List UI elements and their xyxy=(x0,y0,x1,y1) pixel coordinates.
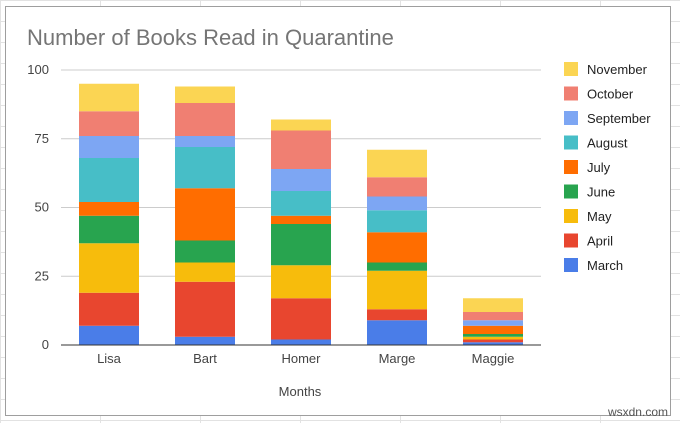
chart-container[interactable]: Number of Books Read in Quarantine 0 25 50… xyxy=(5,6,671,416)
legend-swatch xyxy=(564,111,578,125)
bar-segment-september[interactable] xyxy=(271,169,331,191)
bar-segment-april[interactable] xyxy=(175,281,235,337)
stacked-bar-chart: Number of Books Read in Quarantine 0 25 50… xyxy=(27,25,651,399)
bar-segment-march[interactable] xyxy=(271,339,331,346)
bar-segment-september[interactable] xyxy=(367,196,427,211)
bar-segment-march[interactable] xyxy=(463,342,523,345)
bar-segment-october[interactable] xyxy=(367,177,427,197)
y-tick-label: 25 xyxy=(35,268,49,283)
x-tick-label: Bart xyxy=(193,351,217,366)
bar-segment-september[interactable] xyxy=(175,136,235,147)
x-tick-label: Maggie xyxy=(472,351,515,366)
legend-swatch xyxy=(564,86,578,101)
y-tick-label: 50 xyxy=(35,200,49,215)
bar-segment-november[interactable] xyxy=(271,119,331,131)
bar-segment-july[interactable] xyxy=(79,202,139,216)
bar-segment-june[interactable] xyxy=(463,334,523,337)
bar-segment-april[interactable] xyxy=(367,309,427,321)
bar-segment-august[interactable] xyxy=(367,210,427,233)
bars xyxy=(79,83,523,346)
bar-segment-march[interactable] xyxy=(79,325,139,345)
x-axis-ticks: Lisa Bart Homer Marge Maggie xyxy=(97,351,514,366)
legend-label: April xyxy=(587,234,613,249)
bar-segment-november[interactable] xyxy=(79,83,139,112)
bar-segment-october[interactable] xyxy=(271,130,331,170)
legend-swatch xyxy=(564,209,578,223)
bar-segment-june[interactable] xyxy=(175,240,235,263)
bar-segment-june[interactable] xyxy=(271,224,331,266)
legend-swatch xyxy=(564,62,578,76)
bar-segment-october[interactable] xyxy=(175,103,235,136)
x-axis-title: Months xyxy=(279,384,322,399)
bar-segment-may[interactable] xyxy=(367,270,427,310)
bar-segment-july[interactable] xyxy=(175,188,235,241)
bar-segment-june[interactable] xyxy=(79,215,139,244)
bar-segment-may[interactable] xyxy=(175,262,235,282)
chart-title: Number of Books Read in Quarantine xyxy=(27,25,394,50)
x-tick-label: Homer xyxy=(281,351,321,366)
legend-label: May xyxy=(587,209,612,224)
y-tick-label: 75 xyxy=(35,131,49,146)
legend-swatch xyxy=(564,160,578,174)
y-tick-label: 0 xyxy=(42,337,49,352)
bar-segment-october[interactable] xyxy=(79,111,139,136)
legend-label: July xyxy=(587,160,611,175)
bar-segment-september[interactable] xyxy=(463,320,523,326)
legend-label: June xyxy=(587,185,615,200)
bar-segment-april[interactable] xyxy=(271,298,331,340)
bar-segment-november[interactable] xyxy=(463,298,523,312)
bar-segment-july[interactable] xyxy=(271,215,331,224)
bar-segment-june[interactable] xyxy=(367,262,427,271)
bar-segment-november[interactable] xyxy=(367,149,427,178)
y-tick-label: 100 xyxy=(27,62,49,77)
bar-segment-august[interactable] xyxy=(79,158,139,202)
bar-segment-october[interactable] xyxy=(463,312,523,321)
bar-segment-september[interactable] xyxy=(79,136,139,158)
bar-segment-may[interactable] xyxy=(463,336,523,340)
bar-segment-august[interactable] xyxy=(175,147,235,189)
legend-swatch xyxy=(564,184,578,199)
bar-segment-march[interactable] xyxy=(175,336,235,345)
bar-segment-july[interactable] xyxy=(463,325,523,334)
watermark-text: wsxdn.com xyxy=(607,405,668,419)
legend-label: September xyxy=(587,111,651,126)
legend-swatch xyxy=(564,135,578,150)
legend-swatch xyxy=(564,258,578,272)
y-axis-ticks: 0 25 50 75 100 xyxy=(27,62,49,352)
x-tick-label: Marge xyxy=(379,351,416,366)
legend-swatch xyxy=(564,233,578,248)
legend-label: November xyxy=(587,62,648,77)
bar-segment-march[interactable] xyxy=(367,320,427,345)
x-tick-label: Lisa xyxy=(97,351,122,366)
bar-segment-july[interactable] xyxy=(367,232,427,263)
bar-segment-april[interactable] xyxy=(79,292,139,326)
bar-segment-august[interactable] xyxy=(271,191,331,216)
bar-segment-april[interactable] xyxy=(463,339,523,343)
legend-label: August xyxy=(587,136,628,151)
bar-segment-november[interactable] xyxy=(175,86,235,104)
legend: November October September August July June Ma… xyxy=(564,62,651,273)
bar-segment-may[interactable] xyxy=(79,243,139,293)
legend-label: October xyxy=(587,87,634,102)
bar-segment-may[interactable] xyxy=(271,265,331,299)
legend-label: March xyxy=(587,258,623,273)
